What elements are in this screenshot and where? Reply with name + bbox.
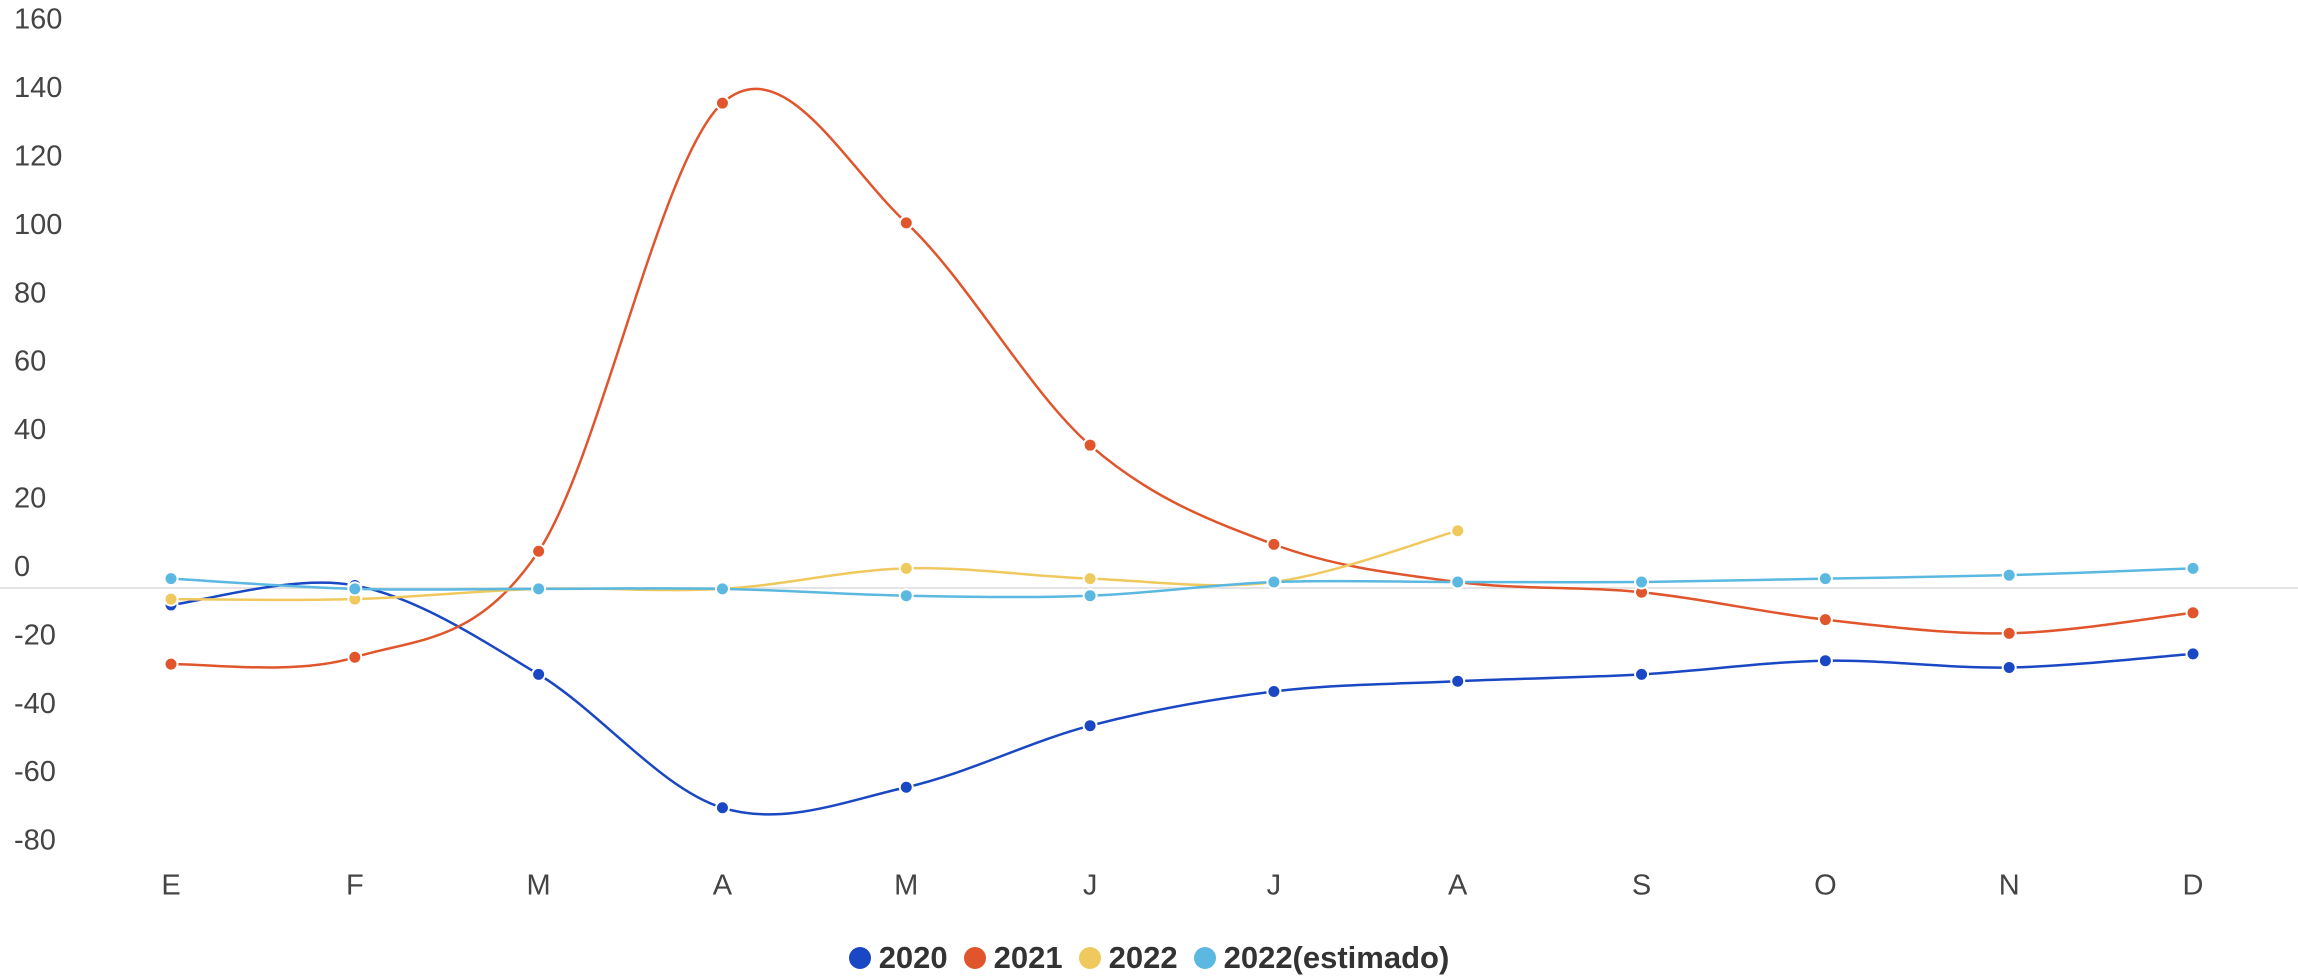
legend-swatch — [963, 947, 986, 969]
x-tick-label: O — [1814, 870, 1837, 902]
x-tick-label: D — [2183, 870, 2204, 902]
data-point — [714, 95, 730, 111]
data-point — [1450, 574, 1466, 590]
y-tick-label: -20 — [14, 619, 56, 651]
data-point — [531, 543, 547, 559]
data-point — [1634, 666, 1650, 682]
legend-label: 2020 — [878, 940, 948, 975]
y-tick-label: 120 — [14, 140, 62, 172]
data-point — [898, 588, 914, 604]
legend-label: 2022(estimado) — [1223, 940, 1450, 975]
legend-item[interactable]: 2022 — [1078, 940, 1178, 976]
data-point — [347, 581, 363, 597]
legend-swatch — [848, 947, 871, 969]
x-tick-label: J — [1267, 870, 1282, 902]
data-point — [1082, 571, 1098, 587]
y-tick-label: 60 — [14, 346, 46, 378]
x-tick-label: F — [346, 870, 364, 902]
data-point — [163, 656, 179, 672]
legend: 2020 2021 2022 2022(estimado) — [0, 940, 2298, 976]
data-point — [2185, 646, 2201, 662]
y-tick-label: 100 — [14, 209, 62, 241]
x-tick-label: A — [1448, 870, 1468, 902]
legend-swatch — [1193, 947, 1216, 969]
series-line — [170, 567, 2194, 599]
series-line — [170, 581, 2194, 816]
data-point — [714, 581, 730, 597]
data-point — [898, 779, 914, 795]
data-point — [1450, 523, 1466, 539]
data-point — [1082, 437, 1098, 453]
data-point — [2185, 560, 2201, 576]
data-point — [1817, 571, 1833, 587]
data-point — [2185, 605, 2201, 621]
data-point — [163, 571, 179, 587]
y-tick-label: 40 — [14, 414, 46, 446]
data-point — [898, 215, 914, 231]
series-line — [170, 87, 2194, 669]
x-tick-label: E — [161, 870, 180, 902]
y-tick-label: 20 — [14, 483, 46, 515]
chart: -80 -60 -40 -20 0 20 40 60 80 100 120 140 160 E F M A M J J… — [0, 4, 2298, 902]
y-tick-label: -80 — [14, 825, 56, 857]
legend-swatch — [1078, 947, 1101, 969]
x-tick-label: N — [1999, 870, 2020, 902]
data-point — [1082, 718, 1098, 734]
legend-item[interactable]: 2022(estimado) — [1193, 940, 1450, 976]
data-point — [163, 591, 179, 607]
x-tick-label: M — [894, 870, 918, 902]
y-tick-label: 140 — [14, 72, 62, 104]
x-tick-label: S — [1632, 870, 1651, 902]
data-point — [1266, 574, 1282, 590]
x-tick-label: M — [527, 870, 551, 902]
y-tick-label: 0 — [14, 551, 30, 583]
data-point — [347, 649, 363, 665]
data-point — [1082, 588, 1098, 604]
data-point — [1266, 536, 1282, 552]
data-point — [1450, 673, 1466, 689]
x-tick-label: A — [713, 870, 733, 902]
data-point — [1634, 574, 1650, 590]
data-point — [2001, 625, 2017, 641]
legend-label: 2021 — [993, 940, 1063, 975]
data-point — [531, 666, 547, 682]
y-tick-label: -40 — [14, 688, 56, 720]
data-point — [1817, 653, 1833, 669]
y-tick-label: 80 — [14, 277, 46, 309]
data-point — [714, 800, 730, 816]
legend-label: 2022 — [1108, 940, 1178, 975]
data-point — [2001, 660, 2017, 676]
data-point — [898, 560, 914, 576]
x-tick-label: J — [1083, 870, 1098, 902]
legend-item[interactable]: 2021 — [963, 940, 1063, 976]
y-tick-label: 160 — [14, 4, 62, 36]
y-tick-label: -60 — [14, 756, 56, 788]
data-point — [2001, 567, 2017, 583]
data-point — [1266, 683, 1282, 699]
data-point — [531, 581, 547, 597]
data-point — [1817, 612, 1833, 628]
legend-item[interactable]: 2020 — [848, 940, 948, 976]
